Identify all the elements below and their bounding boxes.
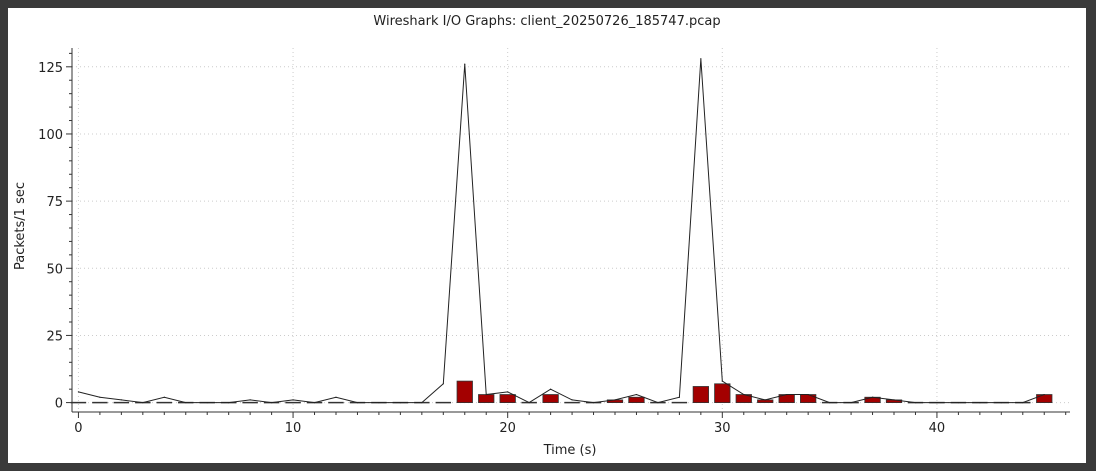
line-point (743, 393, 745, 396)
line-point (979, 401, 981, 404)
line-point (335, 396, 337, 398)
line-point (442, 383, 444, 385)
axes: 0 10 20 30 40 0 25 50 75 100 125 (38, 48, 1070, 436)
line-point (292, 399, 294, 401)
line-point (829, 401, 831, 404)
line-point (550, 388, 552, 390)
y-tick-label: 75 (46, 195, 63, 210)
line-point (700, 58, 702, 60)
line-point (1043, 393, 1045, 396)
line-point (464, 63, 466, 65)
line-point (871, 396, 874, 398)
line-point (807, 393, 809, 396)
line-point (485, 393, 487, 396)
line-point (185, 401, 187, 404)
bar (692, 386, 709, 403)
bar (1036, 394, 1053, 403)
line-point (421, 401, 423, 404)
io-graph-window: Wireshark I/O Graphs: client_20250726_18… (8, 8, 1086, 463)
y-tick-label: 25 (46, 329, 63, 344)
line-point (721, 380, 723, 382)
line-point (163, 396, 165, 398)
x-tick-label: 20 (499, 421, 516, 436)
line-point (936, 401, 938, 404)
line-point (657, 401, 659, 404)
chart-title: Wireshark I/O Graphs: client_20250726_18… (373, 14, 720, 29)
bar (478, 394, 495, 403)
line-series (77, 58, 1045, 404)
line-point (313, 401, 316, 404)
line-point (271, 401, 273, 404)
line-point (635, 393, 638, 396)
line-point (399, 401, 401, 404)
bar (714, 383, 731, 403)
bar (499, 394, 516, 403)
line-point (850, 401, 852, 404)
io-graph-chart[interactable]: Wireshark I/O Graphs: client_20250726_18… (8, 8, 1086, 463)
bar-series (70, 380, 1053, 404)
y-tick-label: 50 (46, 262, 63, 277)
line-point (614, 399, 616, 401)
y-tick-label: 100 (38, 128, 63, 143)
line-point (1000, 401, 1002, 404)
line-point (206, 401, 208, 404)
bar (628, 396, 645, 403)
grid-lines (72, 48, 1070, 412)
line-point (893, 399, 895, 401)
line-point (507, 391, 509, 393)
line-point (249, 399, 251, 401)
line-point (786, 393, 788, 396)
line-point (571, 399, 573, 401)
line-point (1022, 401, 1024, 404)
x-tick-label: 10 (285, 421, 302, 436)
line-point (592, 401, 595, 404)
y-tick-label: 0 (55, 397, 63, 412)
x-tick-label: 30 (714, 421, 731, 436)
bar (800, 394, 817, 403)
line-point (914, 401, 917, 404)
line-point (957, 401, 959, 404)
line-point (99, 396, 101, 398)
line-point (764, 399, 766, 401)
line-point (228, 401, 230, 404)
y-tick-label: 125 (38, 61, 63, 76)
line-point (378, 401, 380, 404)
y-axis-label: Packets/1 sec (13, 182, 28, 270)
line-point (678, 396, 680, 398)
series-line (78, 58, 1045, 404)
line-point (77, 391, 80, 393)
bar (542, 394, 559, 403)
line-point (528, 401, 530, 404)
line-point (120, 399, 122, 401)
line-point (356, 401, 359, 404)
x-tick-label: 0 (74, 421, 82, 436)
x-tick-label: 40 (929, 421, 946, 436)
x-axis-label: Time (s) (543, 443, 597, 458)
line-point (142, 401, 144, 404)
bar (456, 380, 473, 403)
